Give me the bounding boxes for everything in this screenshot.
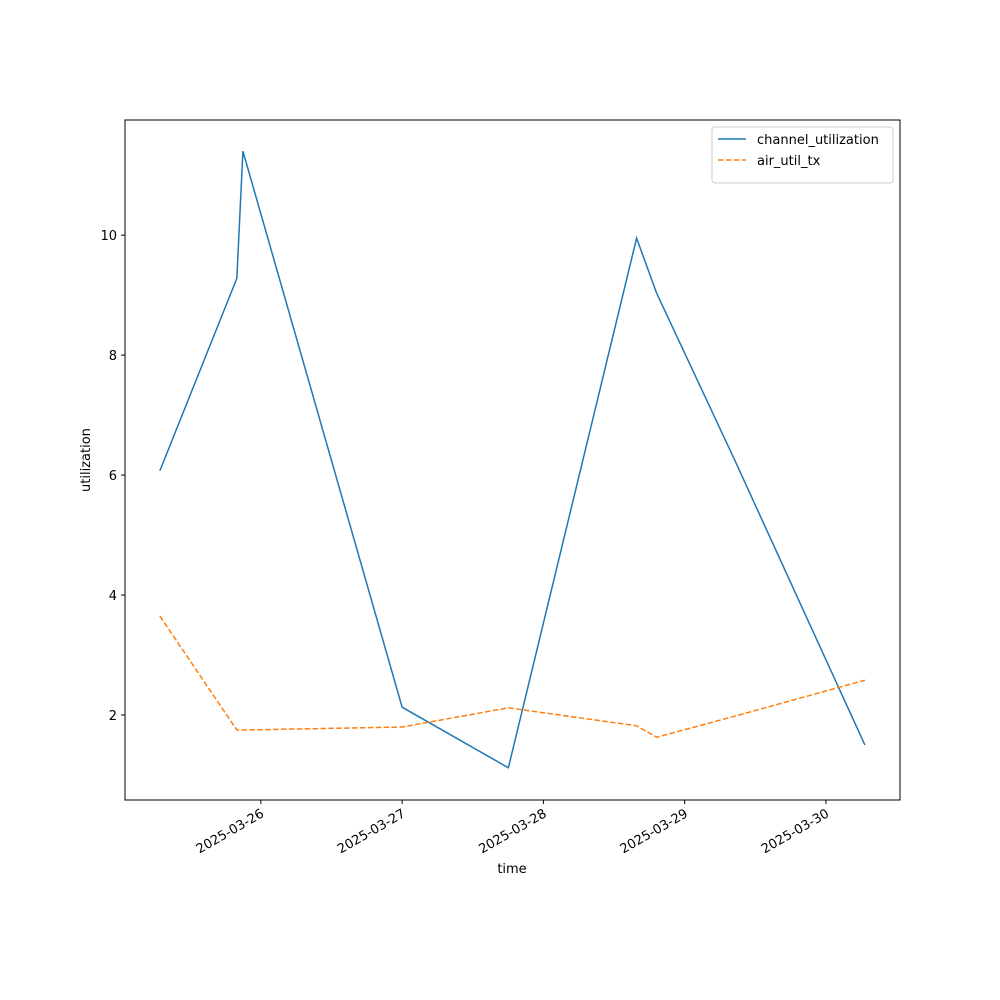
x-tick-label: 2025-03-30 — [759, 806, 832, 857]
y-axis-label: utilization — [79, 428, 94, 492]
x-tick-label: 2025-03-27 — [335, 806, 408, 857]
legend: channel_utilization air_util_tx — [711, 126, 894, 184]
plot-frame — [124, 119, 901, 801]
legend-label: channel_utilization — [757, 133, 879, 148]
x-tick-label: 2025-03-28 — [476, 806, 549, 857]
y-tick-label: 8 — [109, 349, 117, 364]
series-line — [159, 615, 866, 739]
x-axis-label: time — [497, 862, 526, 877]
legend-box — [711, 126, 894, 184]
series-line — [159, 150, 866, 769]
y-tick-label: 6 — [109, 469, 117, 484]
y-tick-label: 4 — [109, 589, 117, 604]
legend-label: air_util_tx — [757, 154, 821, 169]
x-tick-label: 2025-03-26 — [194, 806, 267, 857]
y-tick-label: 10 — [100, 229, 117, 244]
y-tick-label: 2 — [109, 709, 117, 724]
x-tick-label: 2025-03-29 — [618, 806, 691, 857]
